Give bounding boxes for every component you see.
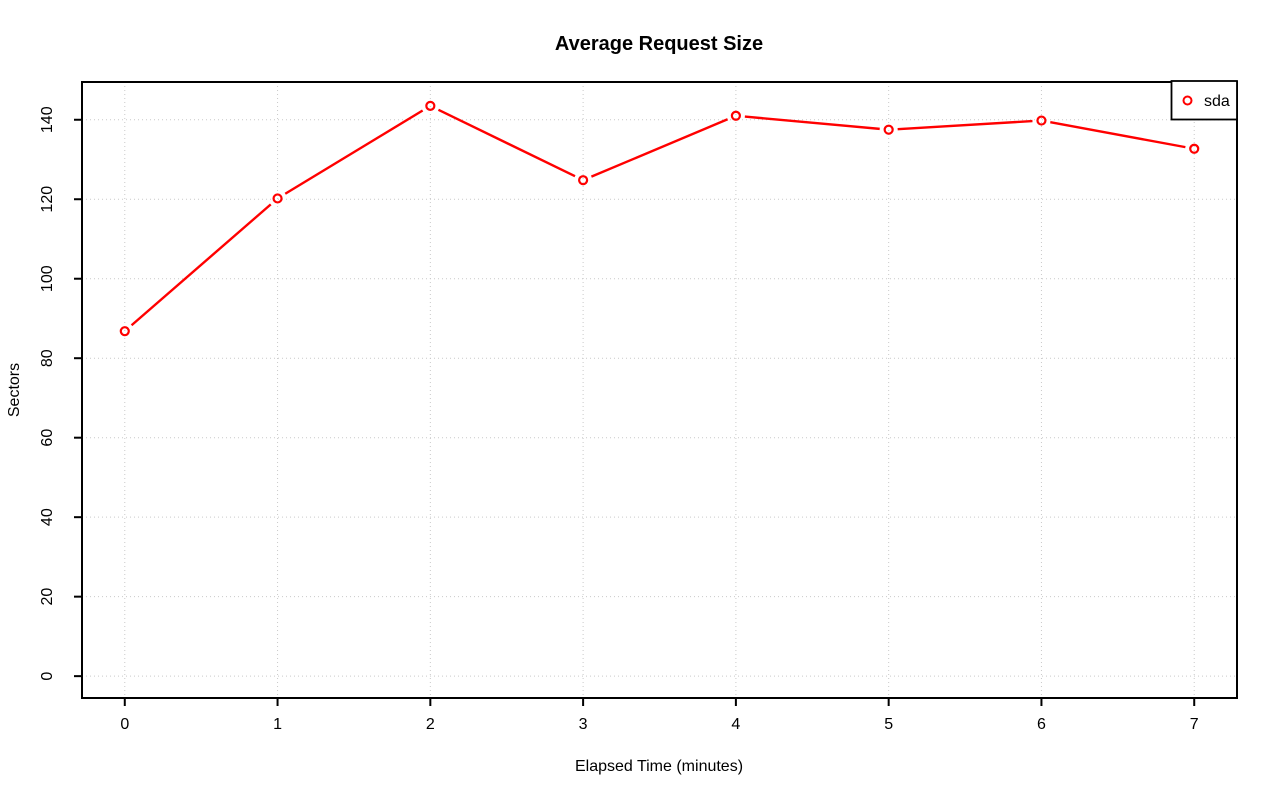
data-point-marker bbox=[883, 124, 894, 135]
series-line-segment bbox=[437, 108, 576, 178]
x-axis-tick-label: 4 bbox=[731, 716, 740, 733]
x-axis-tick-label: 6 bbox=[1037, 716, 1046, 733]
axis-layer: 0 1 2 3 4 5 6 7 0 20 40 60 80 100 120 140 bbox=[39, 106, 1199, 733]
plot-border bbox=[81, 81, 1238, 699]
data-point-marker bbox=[425, 100, 436, 111]
data-point-marker bbox=[730, 110, 741, 121]
legend: sda bbox=[1170, 80, 1238, 121]
x-axis-tick-label: 7 bbox=[1190, 716, 1199, 733]
y-axis-tick-label: 0 bbox=[39, 672, 56, 681]
y-axis-tick-label: 120 bbox=[39, 186, 56, 213]
series-line-segment bbox=[590, 118, 729, 178]
x-axis-label: Elapsed Time (minutes) bbox=[575, 758, 743, 775]
x-axis-tick-label: 0 bbox=[120, 716, 129, 733]
series-line-segment bbox=[284, 109, 424, 195]
series-line-segment bbox=[130, 203, 272, 327]
series-layer bbox=[119, 100, 1200, 337]
y-axis-tick-label: 60 bbox=[39, 429, 56, 447]
x-axis-tick-label: 5 bbox=[884, 716, 893, 733]
grid-layer bbox=[82, 82, 1237, 698]
x-axis-tick-label: 2 bbox=[426, 716, 435, 733]
series-line-segment bbox=[897, 119, 1033, 131]
y-axis-tick-label: 140 bbox=[39, 106, 56, 133]
legend-marker-open-circle-icon bbox=[1182, 95, 1193, 106]
data-point-marker bbox=[1189, 143, 1200, 154]
y-axis-tick-label: 80 bbox=[39, 349, 56, 367]
data-point-marker bbox=[272, 193, 283, 204]
y-axis-label: Sectors bbox=[6, 363, 23, 417]
y-axis-tick-label: 100 bbox=[39, 265, 56, 292]
x-axis-tick-label: 1 bbox=[273, 716, 282, 733]
x-axis-tick-label: 3 bbox=[579, 716, 588, 733]
y-axis-tick-label: 40 bbox=[39, 508, 56, 526]
series-line-segment bbox=[1050, 121, 1186, 149]
legend-label: sda bbox=[1204, 93, 1230, 110]
data-point-marker bbox=[1036, 115, 1047, 126]
series-line-segment bbox=[744, 115, 880, 131]
data-point-marker bbox=[119, 326, 130, 337]
chart-title: Average Request Size bbox=[555, 33, 763, 55]
y-axis-tick-label: 20 bbox=[39, 588, 56, 606]
data-point-marker bbox=[578, 175, 589, 186]
legend-box bbox=[1170, 80, 1238, 121]
